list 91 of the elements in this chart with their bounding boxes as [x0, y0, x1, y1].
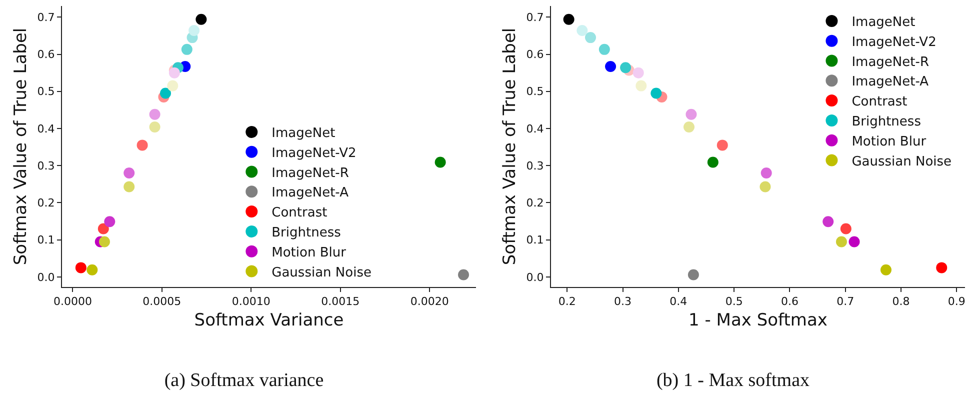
y-axis-title: Softmax Value of True Label	[500, 28, 520, 266]
legend-label: Contrast	[852, 94, 908, 110]
y-tick-label: 0.6	[526, 48, 544, 62]
point	[848, 236, 860, 248]
point	[576, 25, 588, 36]
x-axis-title: Softmax Variance	[194, 310, 344, 331]
legend-label: ImageNet	[272, 126, 336, 142]
y-axis-title: Softmax Value of True Label	[10, 28, 31, 266]
y-tick-label: 0.3	[37, 159, 55, 172]
point	[840, 223, 852, 234]
point	[160, 88, 171, 99]
y-tick-label: 0.4	[37, 122, 55, 136]
point	[620, 62, 632, 74]
legend-label: Motion Blur	[272, 245, 347, 260]
y-tick-label: 0.5	[37, 85, 55, 98]
point	[86, 264, 98, 276]
x-tick-label: 0.0015	[321, 295, 360, 308]
point	[716, 140, 728, 151]
legend-label: Contrast	[272, 206, 328, 221]
y-tick-label: 0.3	[526, 159, 544, 172]
point	[636, 80, 647, 92]
legend-label: ImageNet-V2	[852, 34, 936, 50]
point	[585, 32, 596, 44]
legend-label: Motion Blur	[852, 134, 927, 150]
y-tick-label: 0.2	[526, 196, 544, 210]
point	[149, 108, 160, 120]
point	[760, 168, 772, 179]
y-tick-label: 0.0	[37, 270, 55, 284]
y-tick-label: 0.6	[37, 48, 55, 62]
point	[760, 181, 771, 192]
x-tick-label: 0.0005	[142, 295, 182, 308]
point	[598, 44, 610, 55]
point	[167, 80, 178, 92]
y-tick-label: 0.1	[526, 234, 544, 247]
y-tick-label: 0.7	[526, 10, 544, 24]
y-tick-label: 0.2	[37, 196, 55, 210]
point	[458, 269, 470, 280]
legend-label: Brightness	[852, 114, 922, 130]
y-tick-label: 0.7	[37, 10, 55, 24]
x-tick-label: 0.0000	[53, 295, 92, 308]
x-tick-label: 0.0020	[410, 295, 449, 308]
legend-label: Gaussian Noise	[852, 154, 952, 170]
point	[168, 67, 180, 78]
point	[707, 156, 718, 168]
point	[98, 223, 109, 234]
x-tick-label: 0.0010	[232, 295, 270, 308]
point	[104, 216, 116, 228]
x-tick-label: 0.9	[948, 295, 966, 308]
point	[605, 61, 616, 72]
point	[822, 216, 834, 228]
point	[632, 67, 644, 78]
point	[149, 122, 160, 133]
legend-label: ImageNet-R	[852, 54, 929, 70]
text: (b) 1 - Max softmax	[655, 370, 811, 392]
x-tick-label: 0.7	[836, 295, 854, 308]
x-tick-label: 0.2	[558, 295, 576, 308]
legend-label: ImageNet-A	[852, 74, 929, 90]
text: (a) Softmax variance	[163, 370, 325, 392]
point	[196, 14, 207, 25]
point	[684, 122, 694, 133]
point	[181, 44, 192, 55]
y-tick-label: 0.4	[526, 122, 544, 136]
legend-label: ImageNet-R	[272, 166, 349, 181]
point	[124, 181, 135, 192]
x-tick-label: 0.3	[614, 295, 632, 308]
x-tick-label: 0.8	[892, 295, 910, 308]
point	[936, 262, 948, 274]
point	[836, 236, 847, 248]
legend-label: ImageNet-V2	[272, 146, 356, 161]
legend-label: Brightness	[272, 226, 342, 241]
y-tick-label: 0.1	[37, 234, 55, 247]
point	[98, 236, 110, 248]
y-tick-label: 0.5	[526, 85, 544, 98]
point	[124, 168, 135, 179]
point	[136, 140, 148, 151]
point	[686, 108, 697, 120]
x-tick-label: 0.6	[780, 295, 798, 308]
legend-label: Gaussian Noise	[272, 265, 372, 280]
point	[75, 262, 86, 274]
legend-label: ImageNet-A	[272, 186, 349, 201]
point	[880, 264, 892, 276]
legend-label: ImageNet	[852, 15, 916, 30]
point	[650, 88, 662, 99]
point	[434, 156, 446, 168]
x-tick-label: 0.4	[670, 295, 688, 308]
y-tick-label: 0.0	[526, 270, 544, 284]
point	[688, 269, 699, 280]
x-axis-title: 1 - Max Softmax	[688, 310, 828, 331]
point	[563, 14, 574, 25]
point	[188, 25, 200, 36]
x-tick-label: 0.5	[725, 295, 743, 308]
